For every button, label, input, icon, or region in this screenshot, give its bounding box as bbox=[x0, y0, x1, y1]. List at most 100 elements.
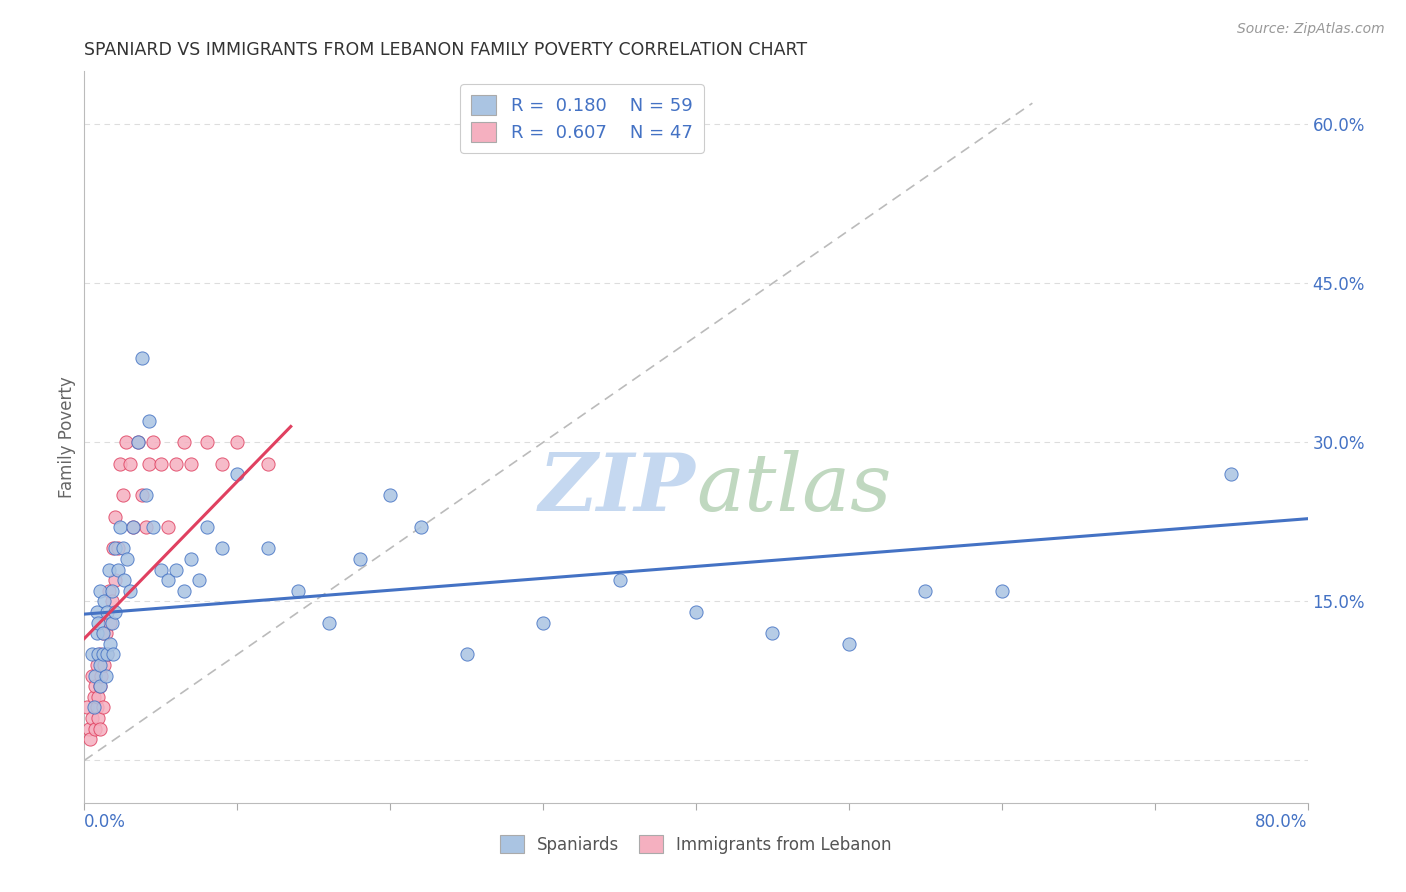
Text: 0.0%: 0.0% bbox=[84, 814, 127, 831]
Point bbox=[120, 457, 142, 471]
Point bbox=[122, 520, 145, 534]
Point bbox=[89, 648, 111, 662]
Point bbox=[112, 573, 135, 587]
Point bbox=[96, 605, 118, 619]
Point bbox=[165, 563, 187, 577]
Point bbox=[87, 690, 110, 704]
Point bbox=[90, 668, 112, 682]
Point bbox=[80, 711, 103, 725]
Point bbox=[349, 552, 371, 566]
Point bbox=[149, 563, 172, 577]
Point bbox=[127, 435, 149, 450]
Point bbox=[138, 457, 160, 471]
Point bbox=[257, 541, 280, 556]
Point bbox=[127, 435, 149, 450]
Point bbox=[97, 583, 120, 598]
Point bbox=[838, 637, 860, 651]
Point bbox=[101, 594, 124, 608]
Point bbox=[83, 700, 105, 714]
Point bbox=[91, 700, 114, 714]
Point bbox=[91, 648, 114, 662]
Point bbox=[107, 541, 129, 556]
Point bbox=[195, 520, 218, 534]
Point bbox=[84, 668, 107, 682]
Point bbox=[80, 668, 103, 682]
Point bbox=[131, 351, 153, 365]
Point bbox=[761, 626, 783, 640]
Point bbox=[96, 648, 118, 662]
Point bbox=[80, 648, 103, 662]
Point bbox=[157, 520, 180, 534]
Point bbox=[89, 679, 111, 693]
Point bbox=[101, 615, 124, 630]
Point bbox=[103, 541, 125, 556]
Point bbox=[104, 573, 127, 587]
Point bbox=[98, 637, 121, 651]
Point bbox=[685, 605, 707, 619]
Point bbox=[104, 541, 127, 556]
Point bbox=[135, 488, 157, 502]
Point bbox=[77, 722, 100, 736]
Point bbox=[138, 414, 160, 428]
Text: SPANIARD VS IMMIGRANTS FROM LEBANON FAMILY POVERTY CORRELATION CHART: SPANIARD VS IMMIGRANTS FROM LEBANON FAMI… bbox=[84, 41, 807, 59]
Point bbox=[79, 732, 101, 747]
Point bbox=[211, 457, 233, 471]
Text: atlas: atlas bbox=[696, 450, 891, 527]
Point bbox=[104, 605, 127, 619]
Point bbox=[111, 541, 134, 556]
Point bbox=[180, 552, 202, 566]
Point bbox=[89, 583, 111, 598]
Point bbox=[1220, 467, 1243, 482]
Point bbox=[188, 573, 211, 587]
Point bbox=[86, 658, 108, 673]
Point bbox=[86, 700, 108, 714]
Point bbox=[87, 648, 110, 662]
Point bbox=[84, 679, 107, 693]
Point bbox=[98, 615, 121, 630]
Point bbox=[91, 626, 114, 640]
Point bbox=[135, 520, 157, 534]
Point bbox=[107, 563, 129, 577]
Point bbox=[111, 488, 134, 502]
Point bbox=[84, 722, 107, 736]
Point bbox=[380, 488, 402, 502]
Point bbox=[115, 552, 138, 566]
Point bbox=[91, 626, 114, 640]
Point bbox=[318, 615, 340, 630]
Point bbox=[226, 435, 249, 450]
Point bbox=[103, 648, 125, 662]
Y-axis label: Family Poverty: Family Poverty bbox=[58, 376, 76, 498]
Point bbox=[180, 457, 202, 471]
Point bbox=[914, 583, 936, 598]
Point bbox=[120, 583, 142, 598]
Point bbox=[93, 594, 115, 608]
Text: ZIP: ZIP bbox=[538, 450, 696, 527]
Point bbox=[211, 541, 233, 556]
Point bbox=[108, 520, 131, 534]
Point bbox=[173, 435, 195, 450]
Point bbox=[86, 605, 108, 619]
Point bbox=[94, 626, 117, 640]
Point bbox=[101, 583, 124, 598]
Point bbox=[87, 615, 110, 630]
Point bbox=[122, 520, 145, 534]
Point bbox=[226, 467, 249, 482]
Point bbox=[142, 520, 165, 534]
Point bbox=[97, 563, 120, 577]
Point bbox=[149, 457, 172, 471]
Point bbox=[96, 648, 118, 662]
Point bbox=[89, 658, 111, 673]
Point bbox=[456, 648, 478, 662]
Point bbox=[531, 615, 554, 630]
Point bbox=[257, 457, 280, 471]
Point bbox=[165, 457, 187, 471]
Point bbox=[142, 435, 165, 450]
Point bbox=[104, 509, 127, 524]
Point bbox=[195, 435, 218, 450]
Point bbox=[83, 690, 105, 704]
Point bbox=[86, 626, 108, 640]
Point bbox=[94, 668, 117, 682]
Point bbox=[87, 711, 110, 725]
Text: Source: ZipAtlas.com: Source: ZipAtlas.com bbox=[1237, 22, 1385, 37]
Point bbox=[609, 573, 631, 587]
